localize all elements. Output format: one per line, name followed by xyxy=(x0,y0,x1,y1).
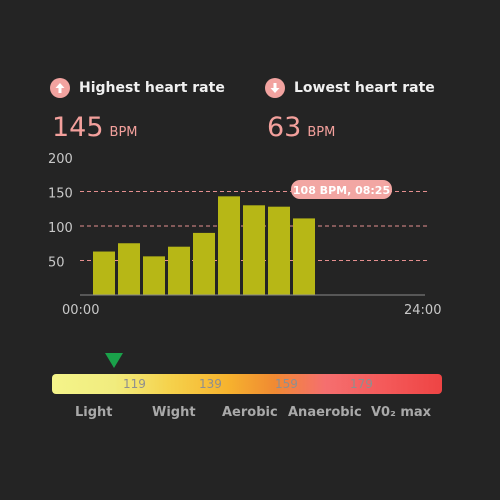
y-tick-label: 100 xyxy=(48,221,73,236)
chart-bar[interactable] xyxy=(143,256,165,295)
chart-bar[interactable] xyxy=(168,246,190,295)
y-tick-label: 150 xyxy=(48,187,73,202)
y-tick-label: 200 xyxy=(48,152,73,167)
y-tick-label: 50 xyxy=(48,256,65,271)
highest-heart-rate-unit: BPM xyxy=(109,125,138,140)
chart-bar[interactable] xyxy=(243,205,265,295)
arrow-down-icon xyxy=(265,78,285,98)
tooltip-bubble xyxy=(291,180,392,199)
arrow-up-icon xyxy=(50,78,70,98)
tooltip-text: 108 BPM, 08:25 xyxy=(293,184,390,197)
x-end-label: 24:00 xyxy=(404,303,441,318)
highest-heart-rate-label: Highest heart rate xyxy=(79,80,225,96)
highest-heart-rate-value: 145 xyxy=(52,112,104,143)
zone-marker-icon xyxy=(105,353,124,368)
zone-label-anaerobic: Anaerobic xyxy=(288,405,362,420)
lowest-heart-rate-unit: BPM xyxy=(307,125,336,140)
chart-bar[interactable] xyxy=(268,206,290,295)
zone-threshold: 179 xyxy=(350,377,373,391)
tooltip: 108 BPM, 08:25 xyxy=(291,180,392,199)
zone-threshold: 119 xyxy=(123,377,146,391)
zone-label-wight: Wight xyxy=(152,405,196,420)
zone-label-light: Light xyxy=(75,405,113,420)
zone-label-vo2-max: V0₂ max xyxy=(371,405,432,420)
highest-heart-rate-stat: Highest heart rate 145 BPM xyxy=(50,78,225,143)
zone-threshold: 159 xyxy=(275,377,298,391)
lowest-heart-rate-value: 63 xyxy=(267,112,302,143)
heart-rate-chart: 200 150 100 50 00:00 24:00 108 BPM, 08:25 xyxy=(48,152,441,318)
heart-rate-zone-bar xyxy=(52,374,442,394)
chart-bar[interactable] xyxy=(118,243,140,295)
chart-bar[interactable] xyxy=(218,196,240,295)
zone-threshold: 139 xyxy=(199,377,222,391)
lowest-heart-rate-stat: Lowest heart rate 63 BPM xyxy=(265,78,435,143)
lowest-heart-rate-label: Lowest heart rate xyxy=(294,80,435,96)
chart-bar[interactable] xyxy=(93,251,115,295)
chart-bar[interactable] xyxy=(293,218,315,295)
zone-label-aerobic: Aerobic xyxy=(222,405,278,420)
x-start-label: 00:00 xyxy=(62,303,99,318)
chart-bar[interactable] xyxy=(193,232,215,295)
